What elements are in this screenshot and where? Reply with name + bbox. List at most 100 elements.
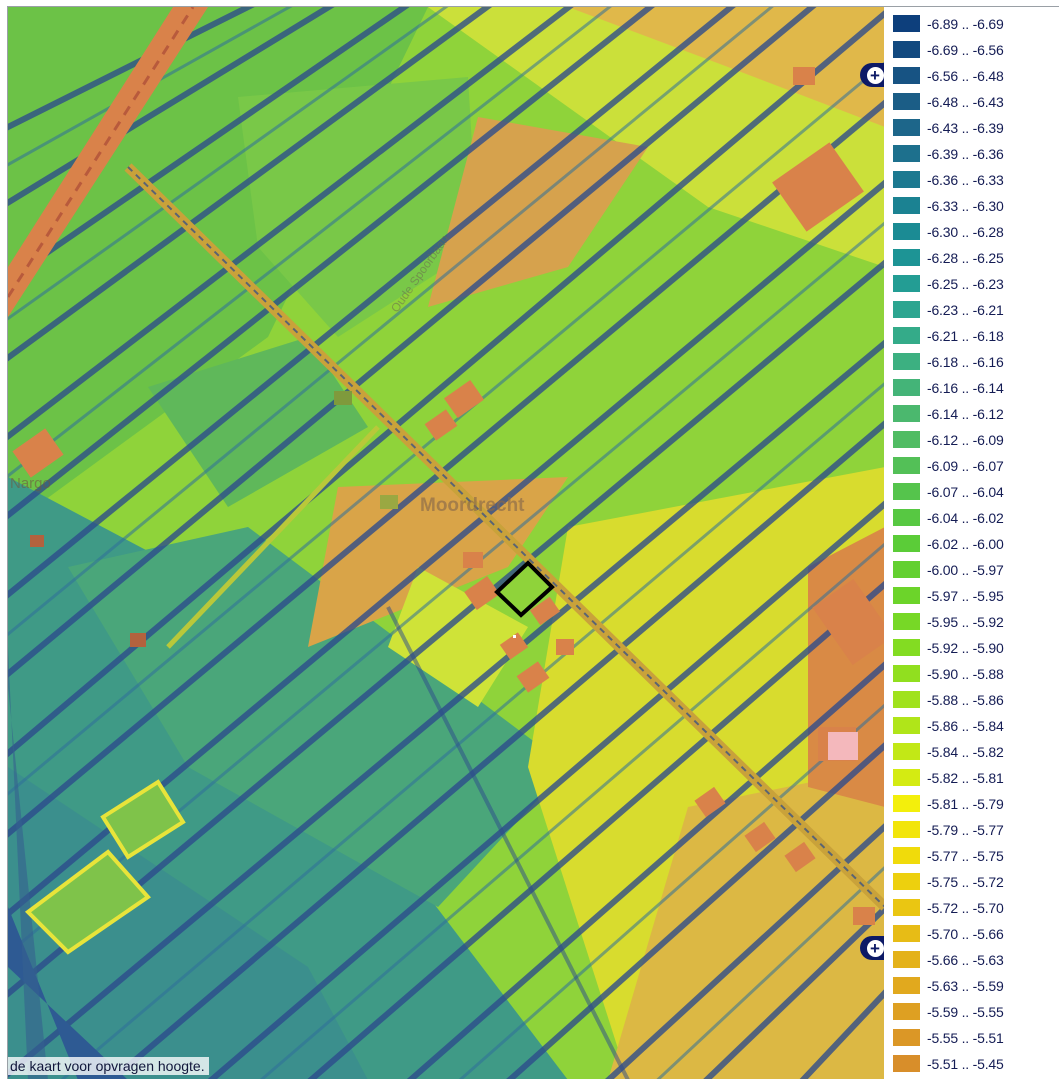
- legend-swatch: [893, 327, 920, 344]
- legend-swatch: [893, 561, 920, 578]
- legend-label: -6.69 .. -6.56: [927, 42, 1004, 58]
- legend-item: -6.16 .. -6.14: [884, 371, 1059, 397]
- legend-label: -6.48 .. -6.43: [927, 94, 1004, 110]
- legend-swatch: [893, 67, 920, 84]
- legend-swatch: [893, 353, 920, 370]
- legend-item: -5.84 .. -5.82: [884, 735, 1059, 761]
- legend-label: -5.86 .. -5.84: [927, 718, 1004, 734]
- legend-swatch: [893, 197, 920, 214]
- legend-label: -5.97 .. -5.95: [927, 588, 1004, 604]
- zoom-in-top-button[interactable]: +: [860, 63, 884, 87]
- legend-item: -5.86 .. -5.84: [884, 709, 1059, 735]
- legend-item: -6.02 .. -6.00: [884, 527, 1059, 553]
- legend-swatch: [893, 431, 920, 448]
- legend-swatch: [893, 613, 920, 630]
- legend-item: -5.66 .. -5.63: [884, 943, 1059, 969]
- legend-swatch: [893, 717, 920, 734]
- legend-label: -6.14 .. -6.12: [927, 406, 1004, 422]
- legend-panel: -6.89 .. -6.69 -6.69 .. -6.56 -6.56 .. -6.…: [884, 6, 1059, 1079]
- legend-list: -6.89 .. -6.69 -6.69 .. -6.56 -6.56 .. -6.…: [884, 7, 1059, 1073]
- legend-swatch: [893, 119, 920, 136]
- legend-label: -6.09 .. -6.07: [927, 458, 1004, 474]
- legend-label: -5.82 .. -5.81: [927, 770, 1004, 786]
- legend-swatch: [893, 93, 920, 110]
- legend-swatch: [893, 899, 920, 916]
- legend-label: -6.12 .. -6.09: [927, 432, 1004, 448]
- legend-item: -5.97 .. -5.95: [884, 579, 1059, 605]
- legend-item: -5.77 .. -5.75: [884, 839, 1059, 865]
- legend-label: -6.43 .. -6.39: [927, 120, 1004, 136]
- legend-item: -6.09 .. -6.07: [884, 449, 1059, 475]
- legend-label: -5.92 .. -5.90: [927, 640, 1004, 656]
- legend-label: -6.89 .. -6.69: [927, 16, 1004, 32]
- legend-item: -5.82 .. -5.81: [884, 761, 1059, 787]
- height-map[interactable]: Moordrecht Nargo Oude Spoorbaan + + de k…: [7, 6, 884, 1079]
- legend-item: -6.30 .. -6.28: [884, 215, 1059, 241]
- legend-item: -6.07 .. -6.04: [884, 475, 1059, 501]
- legend-label: -5.51 .. -5.45: [927, 1056, 1004, 1072]
- legend-item: -6.25 .. -6.23: [884, 267, 1059, 293]
- legend-swatch: [893, 145, 920, 162]
- legend-swatch: [893, 483, 920, 500]
- legend-item: -6.28 .. -6.25: [884, 241, 1059, 267]
- legend-label: -5.72 .. -5.70: [927, 900, 1004, 916]
- legend-label: -6.07 .. -6.04: [927, 484, 1004, 500]
- legend-item: -6.39 .. -6.36: [884, 137, 1059, 163]
- legend-label: -6.39 .. -6.36: [927, 146, 1004, 162]
- legend-label: -6.33 .. -6.30: [927, 198, 1004, 214]
- legend-item: -6.23 .. -6.21: [884, 293, 1059, 319]
- legend-swatch: [893, 821, 920, 838]
- legend-label: -6.23 .. -6.21: [927, 302, 1004, 318]
- legend-swatch: [893, 275, 920, 292]
- selected-parcel-outline[interactable]: [494, 560, 555, 618]
- legend-swatch: [893, 769, 920, 786]
- legend-swatch: [893, 977, 920, 994]
- legend-swatch: [893, 15, 920, 32]
- legend-item: -5.75 .. -5.72: [884, 865, 1059, 891]
- legend-item: -6.14 .. -6.12: [884, 397, 1059, 423]
- legend-item: -5.55 .. -5.51: [884, 1021, 1059, 1047]
- legend-swatch: [893, 691, 920, 708]
- legend-swatch: [893, 405, 920, 422]
- plus-icon: +: [866, 66, 884, 84]
- legend-label: -6.36 .. -6.33: [927, 172, 1004, 188]
- legend-label: -6.28 .. -6.25: [927, 250, 1004, 266]
- legend-swatch: [893, 41, 920, 58]
- legend-swatch: [893, 951, 920, 968]
- legend-item: -6.69 .. -6.56: [884, 33, 1059, 59]
- legend-swatch: [893, 743, 920, 760]
- legend-item: -5.90 .. -5.88: [884, 657, 1059, 683]
- legend-item: -6.21 .. -6.18: [884, 319, 1059, 345]
- legend-swatch: [893, 847, 920, 864]
- legend-item: -5.95 .. -5.92: [884, 605, 1059, 631]
- legend-item: -6.36 .. -6.33: [884, 163, 1059, 189]
- legend-swatch: [893, 1055, 920, 1072]
- legend-item: -6.33 .. -6.30: [884, 189, 1059, 215]
- legend-item: -6.04 .. -6.02: [884, 501, 1059, 527]
- place-label-side: Nargo: [10, 475, 51, 492]
- legend-item: -5.72 .. -5.70: [884, 891, 1059, 917]
- legend-label: -5.63 .. -5.59: [927, 978, 1004, 994]
- legend-item: -6.43 .. -6.39: [884, 111, 1059, 137]
- legend-swatch: [893, 873, 920, 890]
- legend-label: -5.70 .. -5.66: [927, 926, 1004, 942]
- legend-item: -5.88 .. -5.86: [884, 683, 1059, 709]
- map-raster[interactable]: [8, 7, 884, 1079]
- zoom-in-bottom-button[interactable]: +: [860, 936, 884, 960]
- legend-item: -5.63 .. -5.59: [884, 969, 1059, 995]
- legend-swatch: [893, 665, 920, 682]
- legend-item: -6.48 .. -6.43: [884, 85, 1059, 111]
- legend-label: -5.59 .. -5.55: [927, 1004, 1004, 1020]
- legend-item: -5.70 .. -5.66: [884, 917, 1059, 943]
- legend-swatch: [893, 301, 920, 318]
- legend-label: -5.84 .. -5.82: [927, 744, 1004, 760]
- status-hint: de kaart voor opvragen hoogte.: [8, 1057, 209, 1075]
- legend-label: -6.56 .. -6.48: [927, 68, 1004, 84]
- legend-item: -6.00 .. -5.97: [884, 553, 1059, 579]
- legend-swatch: [893, 249, 920, 266]
- legend-label: -5.90 .. -5.88: [927, 666, 1004, 682]
- legend-swatch: [893, 509, 920, 526]
- legend-swatch: [893, 171, 920, 188]
- legend-label: -6.25 .. -6.23: [927, 276, 1004, 292]
- legend-swatch: [893, 1003, 920, 1020]
